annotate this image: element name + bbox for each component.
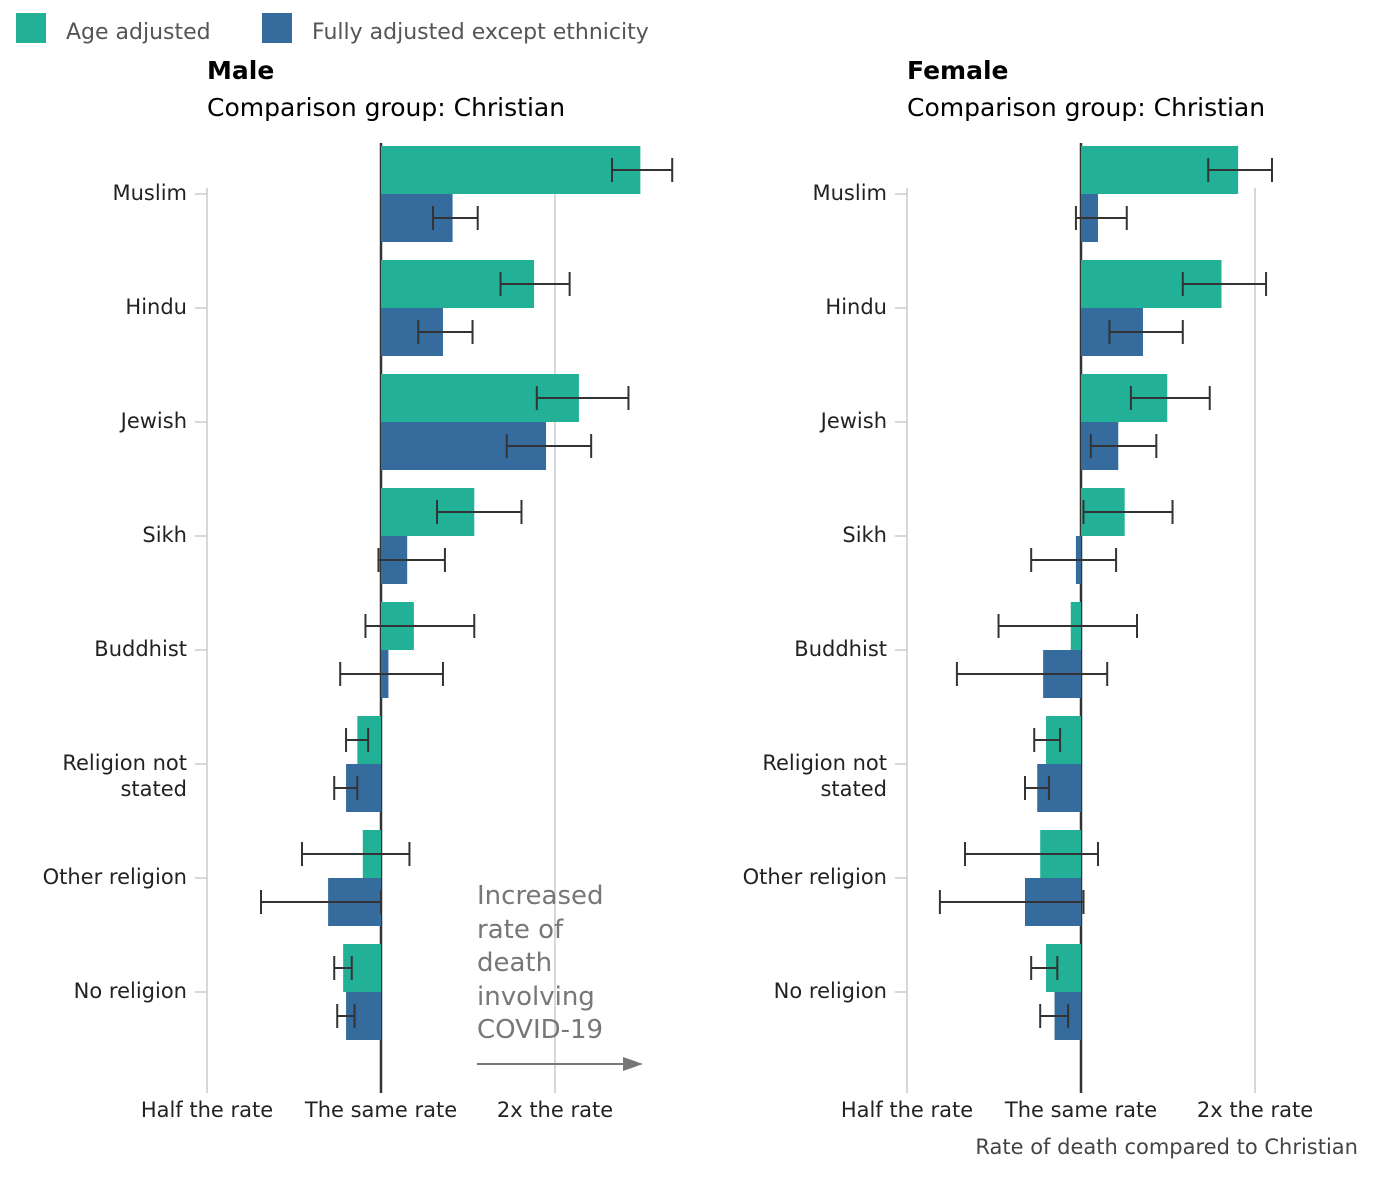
y-tick-label: No religion (773, 979, 887, 1003)
bar (357, 716, 381, 764)
y-tick-label: Hindu (125, 295, 187, 319)
error-bar (535, 386, 630, 410)
x-tick-label: Half the rate (141, 1098, 273, 1122)
y-tick-label: Buddhist (94, 637, 187, 661)
y-tick-label: Other religion (42, 865, 187, 889)
x-tick-label: The same rate (304, 1098, 457, 1122)
x-axis-label: Rate of death compared to Christian (975, 1135, 1358, 1159)
error-bar (955, 662, 1109, 686)
y-tick-label: Other religion (742, 865, 887, 889)
error-bar (333, 776, 359, 800)
error-bar (1181, 272, 1268, 296)
error-bar (336, 1004, 356, 1028)
error-bar (339, 662, 444, 686)
error-bar (1108, 320, 1184, 344)
error-bar (1030, 956, 1059, 980)
y-tick-label: Sikh (842, 523, 887, 547)
error-bar (333, 956, 353, 980)
error-bar (499, 272, 571, 296)
panel-title: Male (207, 56, 275, 85)
error-bar (1207, 158, 1273, 182)
error-bar (505, 434, 593, 458)
x-tick-label: Half the rate (841, 1098, 973, 1122)
panel-title: Female (907, 56, 1009, 85)
y-tick-label: Religion not stated (762, 751, 887, 801)
legend-swatch (16, 13, 46, 43)
legend-label: Fully adjusted except ethnicity (312, 20, 649, 45)
y-tick-label: Religion not stated (62, 751, 187, 801)
legend-swatch (262, 13, 292, 43)
y-tick-label: Jewish (820, 409, 887, 433)
y-tick-label: Sikh (142, 523, 187, 547)
error-bar (1039, 1004, 1070, 1028)
error-bar (377, 548, 446, 572)
error-bar (259, 890, 382, 914)
error-bar (1030, 548, 1118, 572)
error-bar (300, 842, 411, 866)
error-bar (964, 842, 1099, 866)
y-tick-label: Muslim (812, 181, 888, 205)
y-tick-label: Muslim (112, 181, 188, 205)
panel-subtitle: Comparison group: Christian (907, 93, 1266, 122)
error-bar (1023, 776, 1050, 800)
y-tick-label: No religion (73, 979, 187, 1003)
y-tick-label: Buddhist (794, 637, 887, 661)
error-bar (997, 614, 1139, 638)
error-bar (1129, 386, 1211, 410)
y-tick-label: Hindu (825, 295, 887, 319)
annotation: Increased rate of death involving COVID-… (477, 881, 604, 1045)
error-bar (1082, 500, 1174, 524)
error-bar (345, 728, 370, 752)
error-bar (1074, 206, 1128, 230)
error-bar (364, 614, 476, 638)
x-tick-label: 2x the rate (497, 1098, 613, 1122)
y-tick-label: Jewish (120, 409, 187, 433)
legend-label: Age adjusted (66, 20, 211, 45)
panel-subtitle: Comparison group: Christian (207, 93, 566, 122)
error-bar (611, 158, 674, 182)
bar (381, 146, 641, 194)
x-tick-label: 2x the rate (1197, 1098, 1313, 1122)
error-bar (431, 206, 479, 230)
error-bar (1033, 728, 1062, 752)
error-bar (417, 320, 474, 344)
error-bar (436, 500, 523, 524)
error-bar (938, 890, 1085, 914)
annotation-arrowhead (623, 1057, 643, 1071)
x-tick-label: The same rate (1004, 1098, 1157, 1122)
error-bar (1089, 434, 1158, 458)
